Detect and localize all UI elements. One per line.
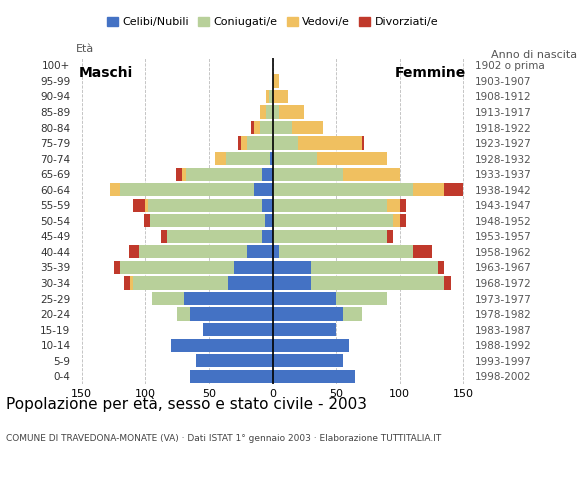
Text: Maschi: Maschi (79, 66, 133, 80)
Bar (273, 370, 356, 383)
Bar (273, 276, 311, 289)
Bar (273, 261, 311, 274)
Bar (438, 261, 444, 274)
Bar (152, 292, 183, 305)
Bar (251, 121, 253, 134)
Bar (273, 354, 343, 367)
Bar (148, 199, 262, 212)
Bar (279, 106, 305, 119)
Bar (114, 261, 120, 274)
Bar (387, 199, 400, 212)
Bar (253, 121, 260, 134)
Bar (226, 152, 270, 165)
Bar (150, 214, 265, 228)
Bar (133, 199, 146, 212)
Bar (273, 292, 336, 305)
Bar (273, 214, 393, 228)
Bar (186, 168, 262, 181)
Bar (183, 292, 273, 305)
Bar (196, 354, 273, 367)
Bar (292, 121, 324, 134)
Bar (273, 183, 412, 196)
Text: Età: Età (75, 45, 93, 55)
Bar (161, 230, 167, 243)
Bar (241, 136, 247, 150)
Bar (266, 106, 273, 119)
Bar (130, 276, 133, 289)
Bar (273, 136, 298, 150)
Bar (273, 74, 279, 87)
Bar (336, 292, 387, 305)
Bar (144, 214, 150, 228)
Bar (444, 276, 451, 289)
Bar (262, 168, 273, 181)
Bar (124, 276, 130, 289)
Bar (444, 183, 463, 196)
Text: COMUNE DI TRAVEDONA-MONATE (VA) · Dati ISTAT 1° gennaio 2003 · Elaborazione TUTT: COMUNE DI TRAVEDONA-MONATE (VA) · Dati I… (6, 434, 441, 444)
Bar (120, 261, 234, 274)
Bar (343, 168, 400, 181)
Bar (273, 338, 349, 352)
Bar (311, 261, 438, 274)
Bar (412, 183, 444, 196)
Bar (265, 214, 273, 228)
Bar (146, 199, 148, 212)
Bar (270, 152, 273, 165)
Bar (215, 152, 226, 165)
Bar (133, 276, 228, 289)
Bar (260, 121, 273, 134)
Text: Anno di nascita: Anno di nascita (491, 50, 577, 60)
Text: Femmine: Femmine (395, 66, 466, 80)
Bar (393, 214, 400, 228)
Bar (228, 276, 273, 289)
Bar (273, 308, 343, 321)
Bar (400, 199, 406, 212)
Bar (234, 261, 273, 274)
Bar (129, 245, 139, 259)
Bar (273, 323, 336, 336)
Bar (238, 136, 241, 150)
Bar (273, 230, 387, 243)
Bar (260, 106, 266, 119)
Bar (190, 308, 273, 321)
Bar (311, 276, 444, 289)
Bar (167, 230, 262, 243)
Bar (176, 168, 182, 181)
Bar (273, 152, 317, 165)
Bar (279, 245, 412, 259)
Bar (262, 230, 273, 243)
Bar (298, 136, 362, 150)
Bar (273, 121, 292, 134)
Bar (273, 245, 279, 259)
Bar (110, 183, 120, 196)
Bar (273, 168, 343, 181)
Bar (362, 136, 364, 150)
Bar (139, 245, 247, 259)
Bar (177, 308, 190, 321)
Bar (273, 199, 387, 212)
Bar (317, 152, 387, 165)
Bar (262, 199, 273, 212)
Bar (171, 338, 273, 352)
Bar (120, 183, 253, 196)
Bar (273, 106, 279, 119)
Bar (247, 245, 273, 259)
Bar (273, 90, 288, 103)
Bar (343, 308, 362, 321)
Bar (190, 370, 273, 383)
Bar (182, 168, 186, 181)
Legend: Celibi/Nubili, Coniugati/e, Vedovi/e, Divorziati/e: Celibi/Nubili, Coniugati/e, Vedovi/e, Di… (103, 12, 443, 32)
Bar (202, 323, 273, 336)
Bar (412, 245, 432, 259)
Bar (266, 90, 269, 103)
Bar (387, 230, 393, 243)
Bar (269, 90, 273, 103)
Bar (247, 136, 273, 150)
Text: Popolazione per età, sesso e stato civile - 2003: Popolazione per età, sesso e stato civil… (6, 396, 367, 412)
Bar (400, 214, 406, 228)
Bar (253, 183, 273, 196)
